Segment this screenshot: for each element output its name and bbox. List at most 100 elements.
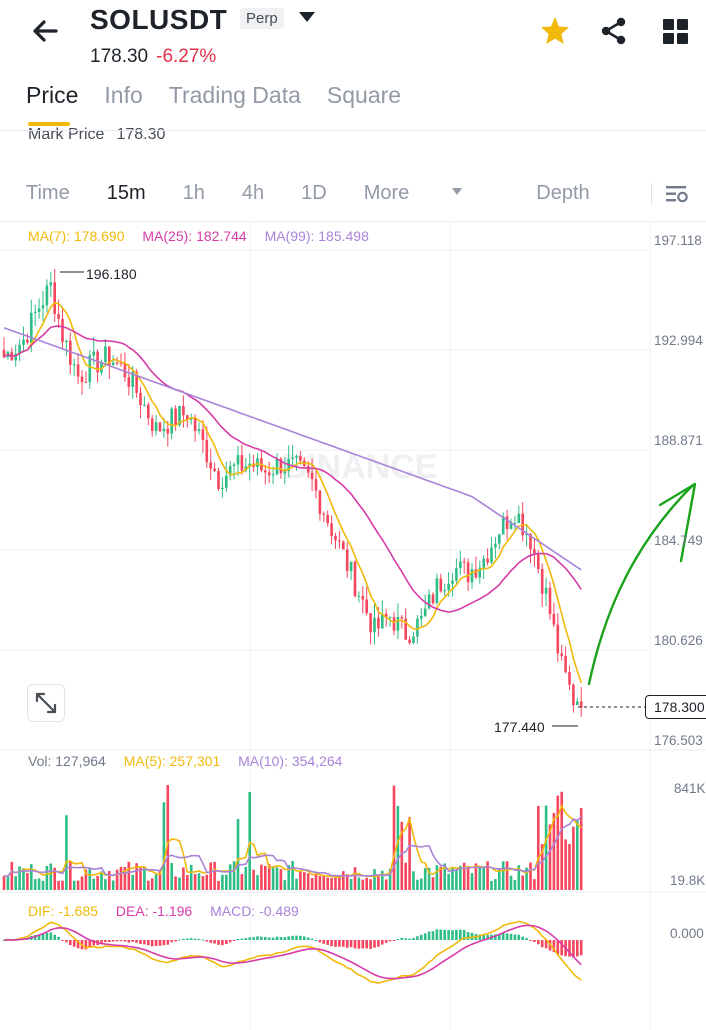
share-icon[interactable] <box>599 16 629 46</box>
volume-bar <box>18 866 21 890</box>
volume-bar <box>26 873 29 890</box>
candle-body <box>53 282 56 314</box>
volume-bar <box>174 876 177 890</box>
macd-bar <box>221 940 224 946</box>
tab-info[interactable]: Info <box>104 82 143 108</box>
interval-time[interactable]: Time <box>26 182 70 204</box>
candle-body <box>80 376 84 382</box>
chart-settings-icon[interactable] <box>664 182 690 206</box>
macd-bar <box>170 940 173 943</box>
tab-trading-data[interactable]: Trading Data <box>168 82 301 108</box>
grid-icon[interactable] <box>662 18 690 46</box>
tab-price[interactable]: Price <box>26 82 78 126</box>
macd-bar <box>88 940 92 948</box>
volume-bar <box>154 874 158 890</box>
candle-body <box>283 470 287 474</box>
back-arrow-icon[interactable] <box>28 14 62 48</box>
interval-4h[interactable]: 4h <box>241 182 265 204</box>
macd-bar <box>213 940 216 944</box>
ma-lines <box>3 302 582 684</box>
price-row: 178.30 -6.27% <box>90 46 216 68</box>
candle-body <box>139 392 142 406</box>
chevron-down-icon[interactable] <box>298 11 316 23</box>
candle-body <box>412 636 415 644</box>
macd-bar <box>92 940 95 946</box>
macd-bar <box>353 940 357 949</box>
macd-bar <box>209 940 212 943</box>
candle-body <box>435 578 439 603</box>
macd-value-legend: MACD: -0.489 <box>210 903 299 919</box>
candle-body <box>111 362 115 366</box>
candle-body <box>174 408 177 426</box>
expand-button[interactable] <box>27 684 65 722</box>
macd-bar <box>361 940 365 949</box>
macd-bar <box>443 929 446 940</box>
candle-body <box>225 475 228 488</box>
volume-bar <box>197 873 201 890</box>
macd-bar <box>287 936 290 940</box>
macd-bar <box>248 937 251 940</box>
candle-body <box>248 463 251 467</box>
candle-body <box>221 487 224 490</box>
volume-bar <box>490 880 493 890</box>
macd-bar <box>556 940 560 955</box>
candle-body <box>205 440 209 463</box>
candle-body <box>69 340 72 365</box>
macd-bar <box>267 937 271 940</box>
candle-body <box>33 312 37 314</box>
macd-bar <box>232 940 236 941</box>
macd-bar <box>513 934 517 940</box>
volume-bar <box>100 871 103 890</box>
tab-square[interactable]: Square <box>326 82 402 108</box>
interval-depth[interactable]: Depth <box>536 182 590 204</box>
volume-bar <box>92 878 95 890</box>
candle-body <box>30 312 33 343</box>
macd-bar <box>427 931 431 940</box>
volume-bar <box>564 839 567 890</box>
candle-body <box>486 558 489 563</box>
volume-bar <box>201 876 205 890</box>
candle-body <box>420 615 423 619</box>
candle-body <box>349 561 353 572</box>
volume-bar <box>119 866 123 890</box>
macd-bar <box>264 937 267 940</box>
candle-body <box>384 613 388 618</box>
macd-bar <box>420 934 423 940</box>
candle-body <box>533 549 536 554</box>
volume-bar <box>22 868 25 890</box>
volume-bar <box>84 869 88 890</box>
candle-body <box>162 428 166 432</box>
macd-bar <box>76 940 80 949</box>
symbol-title[interactable]: SOLUSDT <box>90 4 228 35</box>
candle-body <box>228 466 232 476</box>
volume-bar <box>498 868 501 890</box>
macd-bar <box>517 934 521 940</box>
volume-bar <box>412 871 415 890</box>
volume-bar <box>521 875 524 890</box>
volume-bar <box>513 879 517 890</box>
macd-bar <box>314 939 318 941</box>
macd-bar <box>342 940 345 947</box>
interval-15m[interactable]: 15m <box>106 182 146 204</box>
volume-bar <box>525 867 528 890</box>
interval-1h[interactable]: 1h <box>182 182 205 204</box>
candle-body <box>537 553 540 569</box>
candle-body <box>322 513 326 515</box>
macd-bar <box>131 940 134 942</box>
candle-body <box>474 569 478 578</box>
volume-bar <box>529 862 532 890</box>
interval-more[interactable]: More <box>364 182 500 205</box>
macd-bar <box>150 940 154 947</box>
macd-bar <box>388 940 392 942</box>
macd-bar <box>111 940 115 942</box>
macd-bar <box>201 939 205 941</box>
candle-body <box>326 514 329 524</box>
volume-bar <box>2 876 6 890</box>
interval-1d[interactable]: 1D <box>301 182 327 204</box>
candle-body <box>310 472 314 480</box>
candle-body <box>579 701 583 708</box>
candle-body <box>61 318 64 343</box>
candle-body <box>217 470 220 490</box>
star-icon[interactable] <box>538 14 572 48</box>
